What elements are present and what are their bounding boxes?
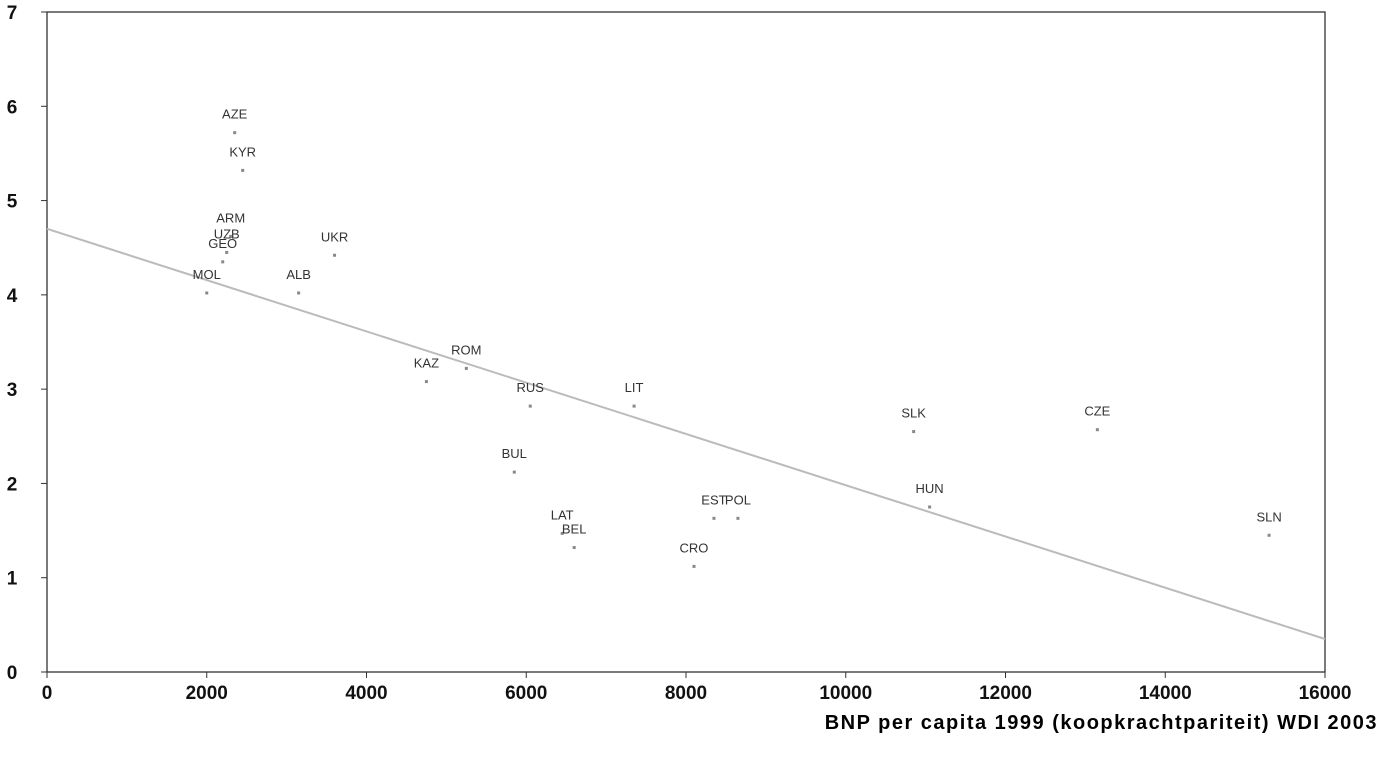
y-axis-ticks: 0 1 2 3 4 5 6 7 [7,3,47,684]
x-tick-label: 10000 [819,683,872,704]
data-point-kyr [241,168,245,172]
y-tick-label: 3 [7,380,18,401]
point-label-geo: GEO [208,236,237,251]
point-label-kaz: KAZ [414,356,439,371]
data-point-bel [572,546,576,550]
point-label-cro: CRO [680,540,709,555]
data-point-rus [528,404,532,408]
x-tick-label: 14000 [1139,683,1192,704]
y-tick-label: 0 [7,663,18,684]
x-tick-label: 0 [42,683,53,704]
data-point-kaz [424,380,428,384]
point-label-mol: MOL [193,267,221,282]
data-point-arm [229,234,233,238]
data-point-rom [464,366,468,370]
y-tick-label: 7 [7,3,18,24]
point-label-uzb: UZB [214,226,240,241]
point-label-arm: ARM [216,210,245,225]
data-point-cro [692,564,696,568]
point-label-pol: POL [725,492,751,507]
data-point-mol [205,291,209,295]
x-tick-label: 8000 [665,683,707,704]
data-point-uzb [225,250,229,254]
data-point-lit [632,404,636,408]
x-tick-label: 12000 [979,683,1032,704]
data-point-pol [736,516,740,520]
y-tick-label: 6 [7,97,18,118]
y-tick-label: 5 [7,192,18,213]
x-tick-label: 16000 [1299,683,1352,704]
y-tick-label: 4 [7,286,18,307]
regression-line [46,227,1326,640]
point-label-alb: ALB [286,267,311,282]
data-point-geo [221,260,225,264]
point-label-aze: AZE [222,107,248,122]
point-label-kyr: KYR [229,144,256,159]
point-label-lit: LIT [625,380,644,395]
x-axis-ticks: 0 2000 4000 6000 8000 10000 12000 14000 16000 [42,672,1352,704]
data-point-ukr [333,253,337,257]
y-tick-label: 2 [7,474,18,495]
point-label-hun: HUN [916,481,944,496]
data-point-bul [512,470,516,474]
data-point-hun [928,505,932,509]
x-axis-label: BNP per capita 1999 (koopkrachtpariteit)… [824,712,1378,734]
point-label-sln: SLN [1256,509,1281,524]
point-label-rus: RUS [517,380,545,395]
data-point-lat [560,531,564,535]
point-label-lat: LAT [551,507,574,522]
point-label-slk: SLK [901,406,926,421]
data-points [205,131,1271,568]
x-tick-label: 2000 [186,683,228,704]
x-tick-label: 4000 [345,683,387,704]
point-label-bel: BEL [562,522,587,537]
data-point-alb [297,291,301,295]
point-label-cze: CZE [1084,404,1110,419]
data-point-cze [1095,428,1099,432]
point-label-rom: ROM [451,342,481,357]
data-point-aze [233,131,237,135]
point-label-est: EST [701,492,726,507]
data-point-est [712,516,716,520]
y-tick-label: 1 [7,569,18,590]
data-point-slk [912,430,916,434]
point-label-ukr: UKR [321,229,348,244]
point-label-bul: BUL [502,446,527,461]
trendline-group [46,227,1326,640]
data-point-sln [1267,533,1271,537]
x-tick-label: 6000 [505,683,547,704]
